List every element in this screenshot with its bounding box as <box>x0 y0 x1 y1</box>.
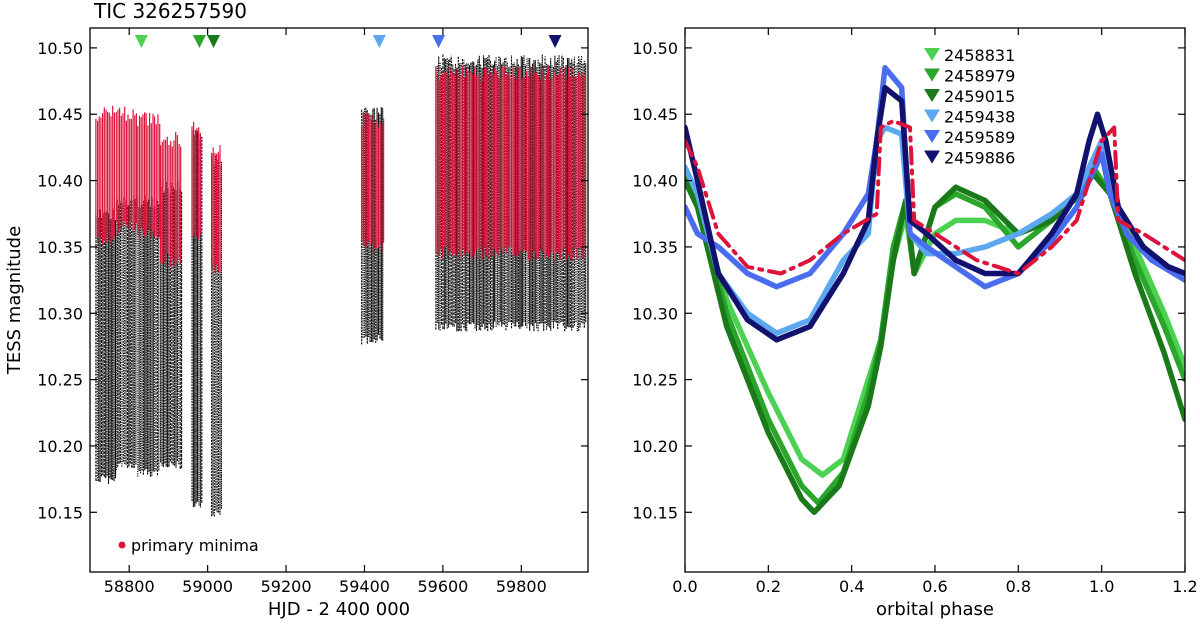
light-curve-y-tick-label: 10.20 <box>37 437 83 456</box>
legend-label: 2458831 <box>944 46 1015 65</box>
light-curve-ticks: 58800 59000 59200 59400 59600 59800 10.15 10.20… <box>37 28 588 596</box>
legend-marker <box>924 109 940 123</box>
epoch-marker <box>207 35 221 48</box>
sector-4 <box>160 131 183 469</box>
phase-curve-x-tick-label: 0.6 <box>922 577 947 596</box>
light-curve-x-tick-label: 58800 <box>104 577 155 596</box>
phase-curve-series-2458979 <box>685 164 1185 506</box>
legend-label: 2459438 <box>944 108 1015 127</box>
light-curve-x-tick-label: 59600 <box>417 577 468 596</box>
light-curve-x-tick-label: 59800 <box>496 577 547 596</box>
light-curve-title: TIC 326257590 <box>93 0 247 23</box>
phase-curve-y-tick-label: 10.30 <box>632 304 678 323</box>
primary-minima-legend-label: primary minima <box>131 536 259 555</box>
epoch-marker <box>432 35 446 48</box>
phase-curve-x-tick-label: 1.0 <box>1089 577 1114 596</box>
sector-1 <box>95 105 117 484</box>
phase-curve-y-tick-label: 10.25 <box>632 371 678 390</box>
light-curve-y-tick-label: 10.30 <box>37 304 83 323</box>
primary-minima-legend: primary minima <box>118 536 259 555</box>
light-curve-axes-frame <box>89 27 589 573</box>
light-curve-y-tick-label: 10.25 <box>37 371 83 390</box>
phase-curve-y-tick-label: 10.50 <box>632 39 678 58</box>
epoch-markers <box>134 35 562 48</box>
phase-curve-y-tick-label: 10.40 <box>632 172 678 191</box>
phase-curve-series-2459015 <box>685 171 1185 516</box>
light-curve-y-tick-label: 10.35 <box>37 238 83 257</box>
light-curve-x-tick-label: 59000 <box>182 577 233 596</box>
epoch-marker <box>192 35 206 48</box>
phase-curve-x-tick-label: 0.8 <box>1006 577 1031 596</box>
legend-marker <box>924 68 940 82</box>
legend-label: 2459886 <box>944 149 1015 168</box>
light-curve-panel: TIC 326257590 58800 59000 59200 59400 59600 5… <box>4 0 589 620</box>
legend-marker <box>924 89 940 102</box>
light-curve-x-axis-label: HJD - 2 400 000 <box>268 599 410 620</box>
phase-curve-y-tick-label: 10.15 <box>632 503 678 522</box>
legend-label: 2459589 <box>944 128 1015 147</box>
phase-curve-axes-frame <box>684 27 1186 573</box>
phase-curve-x-axis-label: orbital phase <box>876 599 994 620</box>
light-curve-y-tick-label: 10.45 <box>37 105 83 124</box>
phase-curve-y-tick-label: 10.20 <box>632 437 678 456</box>
phase-curve-y-tick-label: 10.45 <box>632 105 678 124</box>
legend-marker <box>924 48 940 61</box>
phase-curve-x-tick-label: 0.2 <box>756 577 781 596</box>
phase-curve-lines <box>685 65 1185 516</box>
sector-3 <box>137 112 161 477</box>
light-curve-x-tick-label: 59200 <box>261 577 312 596</box>
light-curve-y-axis-label: TESS magnitude <box>4 226 25 375</box>
phase-curve-ticks: 0.0 0.2 0.4 0.6 0.8 1.0 1.2 10.15 10.20 10.25 10.3… <box>632 28 1198 596</box>
sector-6 <box>211 145 222 517</box>
legend-label: 2458979 <box>944 67 1015 86</box>
sector-5 <box>191 121 203 508</box>
phase-curve-series-2459589 <box>685 65 1185 290</box>
phase-curve-x-tick-label: 0.0 <box>672 577 697 596</box>
light-curve-y-tick-label: 10.15 <box>37 503 83 522</box>
light-curve-y-tick-label: 10.50 <box>37 39 83 58</box>
light-curve-x-tick-label: 59400 <box>339 577 390 596</box>
legend-marker <box>924 130 940 143</box>
light-curve-y-tick-label: 10.40 <box>37 172 83 191</box>
epoch-marker <box>548 35 562 48</box>
primary-minima-legend-marker <box>118 541 126 549</box>
epoch-marker <box>372 35 386 48</box>
legend-marker <box>924 150 940 164</box>
model-curve <box>685 118 1185 276</box>
epoch-marker <box>134 35 148 48</box>
sector-8 <box>435 54 587 332</box>
sector-2 <box>115 106 137 470</box>
sector-7 <box>361 107 385 345</box>
phase-curve-x-tick-label: 1.2 <box>1172 577 1197 596</box>
phase-curve-x-tick-label: 0.4 <box>839 577 864 596</box>
phase-curve-series-2459886 <box>685 84 1185 343</box>
phase-curve-y-tick-label: 10.35 <box>632 238 678 257</box>
phase-curve-panel: 0.0 0.2 0.4 0.6 0.8 1.0 1.2 10.15 10.20 10.25 10.3… <box>632 27 1198 620</box>
light-curve-points <box>95 54 587 517</box>
legend-label: 2459015 <box>944 87 1015 106</box>
